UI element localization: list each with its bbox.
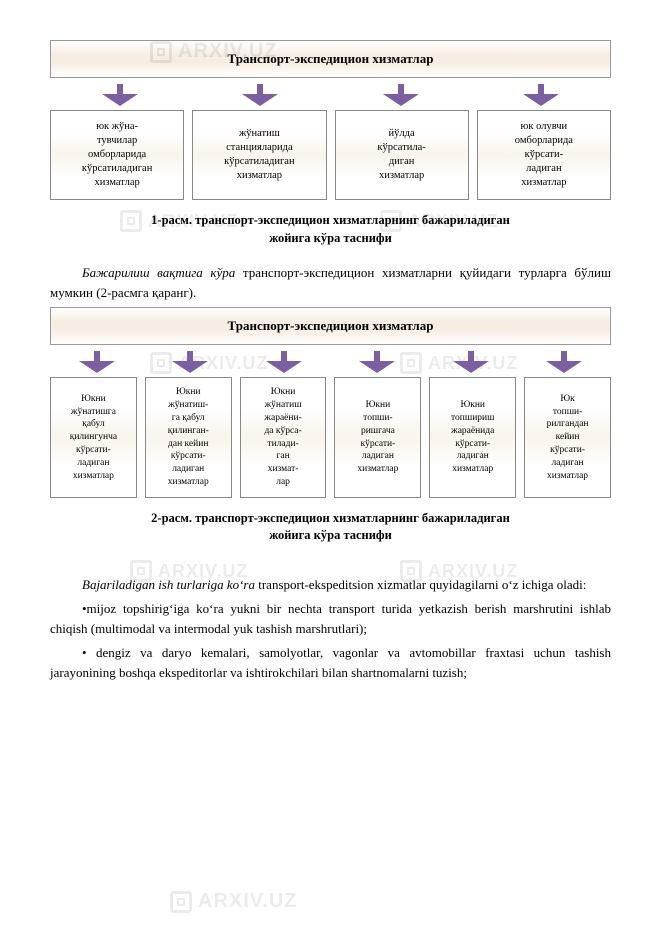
arrow-down-icon xyxy=(168,351,212,373)
diagram-box: Юктопши-рилганданкейинкўрсати-ладиганхиз… xyxy=(524,377,611,498)
paragraph-2-rest: transport-ekspeditsion xizmatlar quyidag… xyxy=(255,577,586,592)
diagram-box: Юкнижўнатишжараёни-да кўрса-тилади-ганхи… xyxy=(240,377,327,498)
arrow-down-icon xyxy=(542,351,586,373)
diagram-1-boxes: юк жўна-тувчиларомборларидакўрсатиладига… xyxy=(50,110,611,200)
diagram-box: Юкнитопши-ришгачакўрсати-ладиганхизматла… xyxy=(334,377,421,498)
watermark: ARXIV.UZ xyxy=(170,890,298,913)
bullet-2: • dengiz va daryo kemalari, samolyotlar,… xyxy=(50,643,611,683)
paragraph-2: Bajariladigan ish turlariga ko‘ra transp… xyxy=(50,575,611,595)
diagram-1-title: Транспорт-экспедицион хизматлар xyxy=(50,40,611,78)
diagram-2-caption: 2-расм. транспорт-экспедицион хизматларн… xyxy=(50,510,611,545)
arrow-down-icon xyxy=(449,351,493,373)
paragraph-1-italic: Бажарилиш вақтига кўра xyxy=(82,265,235,280)
arrow-down-icon xyxy=(262,351,306,373)
diagram-box: юк жўна-тувчиларомборларидакўрсатиладига… xyxy=(50,110,184,200)
diagram-box: жўнатишстанцияларидакўрсатиладиганхизмат… xyxy=(192,110,326,200)
diagram-1-arrows xyxy=(50,84,611,106)
arrow-down-icon xyxy=(98,84,142,106)
arrow-down-icon xyxy=(355,351,399,373)
diagram-1-caption: 1-расм. транспорт-экспедицион хизматларн… xyxy=(50,212,611,247)
diagram-box: Юкнижўнатиш-га қабулқилинган-дан кейинкў… xyxy=(145,377,232,498)
diagram-box: Юкнижўнатишгақабулқилингунчакўрсати-лади… xyxy=(50,377,137,498)
diagram-box: Юкнитопширишжараёнидакўрсати-ладиганхизм… xyxy=(429,377,516,498)
arrow-down-icon xyxy=(75,351,119,373)
bullet-1: •mijoz topshirig‘iga ko‘ra yukni bir nec… xyxy=(50,599,611,639)
arrow-down-icon xyxy=(238,84,282,106)
diagram-box: йўлдакўрсатила-диганхизматлар xyxy=(335,110,469,200)
arrow-down-icon xyxy=(379,84,423,106)
diagram-2-title: Транспорт-экспедицион хизматлар xyxy=(50,307,611,345)
diagram-2: Транспорт-экспедицион хизматлар Юкнижўна… xyxy=(50,307,611,498)
arrow-down-icon xyxy=(519,84,563,106)
paragraph-2-italic: Bajariladigan ish turlariga ko‘ra xyxy=(82,577,255,592)
paragraph-1: Бажарилиш вақтига кўра транспорт-экспеди… xyxy=(50,263,611,303)
diagram-2-boxes: Юкнижўнатишгақабулқилингунчакўрсати-лади… xyxy=(50,377,611,498)
diagram-box: юк олувчиомборларидакўрсати-ладиганхизма… xyxy=(477,110,611,200)
diagram-2-arrows xyxy=(50,351,611,373)
diagram-1: Транспорт-экспедицион хизматлар юк жўна-… xyxy=(50,40,611,200)
